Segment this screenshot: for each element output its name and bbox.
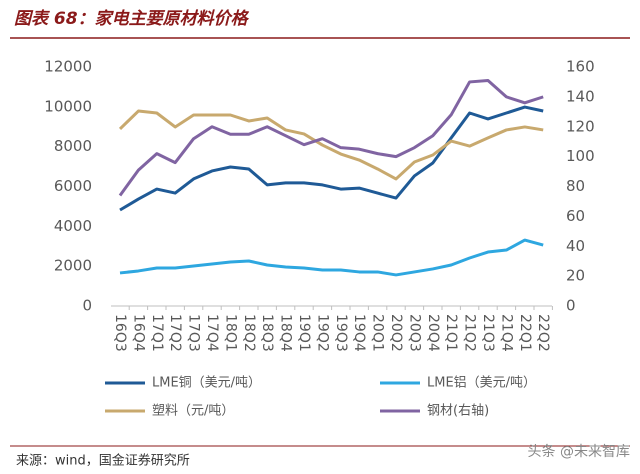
y2-tick-label: 80 xyxy=(566,177,585,195)
x-tick-label: 19Q3 xyxy=(333,314,349,352)
series-line xyxy=(118,109,544,181)
x-tick-label: 16Q4 xyxy=(130,314,146,352)
x-tick-label: 18Q3 xyxy=(259,314,275,352)
x-tick-label: 20Q1 xyxy=(370,314,386,352)
chart-title: 图表 68：家电主要原材料价格 xyxy=(14,9,250,29)
watermark: 头条 @未来智库 xyxy=(528,443,630,460)
x-tick-label: 19Q4 xyxy=(351,314,367,352)
x-tick-label: 17Q4 xyxy=(204,314,220,352)
x-tick-label: 22Q2 xyxy=(535,314,551,352)
x-tick-label: 21Q2 xyxy=(462,314,478,352)
y-tick-label: 8000 xyxy=(54,137,92,155)
y-tick-label: 6000 xyxy=(54,177,92,195)
x-tick-label: 17Q1 xyxy=(149,314,165,352)
x-tick-label: 16Q3 xyxy=(112,314,128,352)
legend-label: 塑料（元/吨） xyxy=(152,404,234,419)
x-tick-label: 18Q2 xyxy=(241,314,257,352)
source: 来源：wind，国金证券研究所 xyxy=(16,453,190,469)
y2-tick-label: 0 xyxy=(566,297,576,315)
x-tick-label: 17Q3 xyxy=(186,314,202,352)
y-tick-label: 2000 xyxy=(54,257,92,275)
y2-tick-label: 160 xyxy=(566,58,595,76)
series-line xyxy=(119,238,544,277)
y2-tick-label: 60 xyxy=(566,207,585,225)
y2-tick-label: 140 xyxy=(566,87,595,105)
y2-tick-label: 100 xyxy=(566,147,595,165)
x-tick-label: 19Q2 xyxy=(314,314,330,352)
y2-tick-label: 120 xyxy=(566,117,595,135)
x-tick-label: 20Q2 xyxy=(388,314,404,352)
x-tick-label: 17Q2 xyxy=(167,314,183,352)
series-line xyxy=(118,78,544,197)
x-tick-label: 18Q1 xyxy=(222,314,238,352)
y2-tick-label: 20 xyxy=(566,267,585,285)
x-tick-label: 20Q3 xyxy=(406,314,422,352)
x-tick-label: 21Q1 xyxy=(443,314,459,352)
x-tick-label: 21Q4 xyxy=(498,314,514,352)
x-tick-label: 20Q4 xyxy=(425,314,441,352)
y-tick-label: 10000 xyxy=(44,97,92,115)
y-tick-label: 0 xyxy=(82,297,92,315)
legend-label: LME铝（美元/吨） xyxy=(427,376,536,391)
x-tick-label: 22Q1 xyxy=(517,314,533,352)
y-tick-label: 4000 xyxy=(54,217,92,235)
x-tick-label: 21Q3 xyxy=(480,314,496,352)
legend-label: 钢材(右轴) xyxy=(427,404,489,419)
y2-tick-label: 40 xyxy=(566,237,585,255)
series-line xyxy=(119,105,544,212)
x-tick-label: 19Q1 xyxy=(296,314,312,352)
x-tick-label: 18Q4 xyxy=(278,314,294,352)
legend-label: LME铜（美元/吨） xyxy=(152,376,261,391)
y-tick-label: 12000 xyxy=(44,58,92,76)
